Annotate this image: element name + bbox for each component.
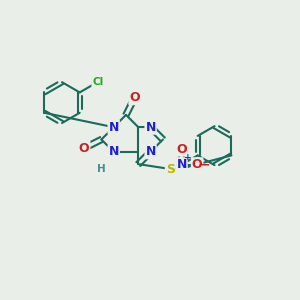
Text: N: N xyxy=(109,145,119,158)
Text: +: + xyxy=(184,153,192,162)
Text: N: N xyxy=(146,121,156,134)
Text: H: H xyxy=(97,164,106,174)
Text: N: N xyxy=(176,158,187,171)
Text: Cl: Cl xyxy=(92,77,104,87)
Text: −: − xyxy=(200,158,210,171)
Text: S: S xyxy=(166,163,175,176)
Text: N: N xyxy=(109,121,119,134)
Text: O: O xyxy=(129,91,140,104)
Text: O: O xyxy=(192,158,202,171)
Text: O: O xyxy=(79,142,89,154)
Text: O: O xyxy=(176,142,187,156)
Text: N: N xyxy=(146,145,156,158)
